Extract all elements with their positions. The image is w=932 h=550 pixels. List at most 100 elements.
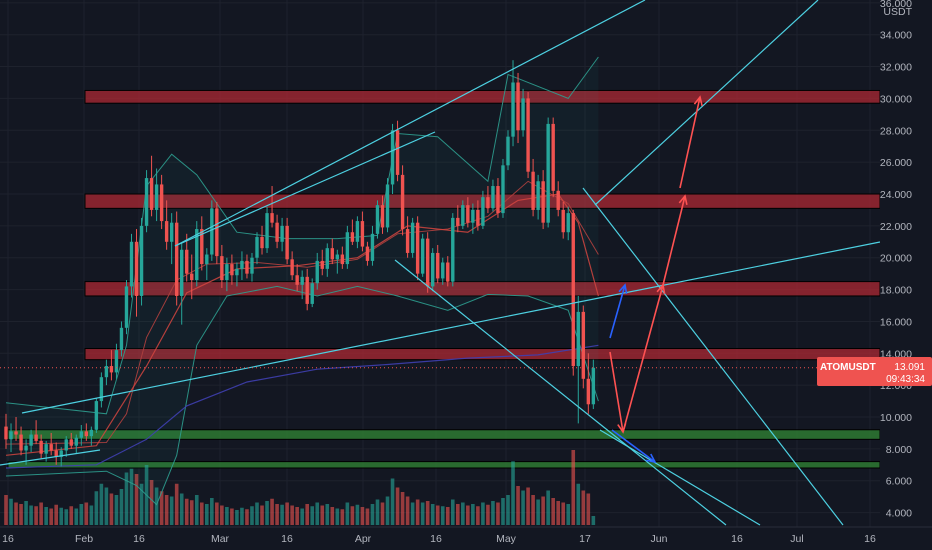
candle-body: [481, 197, 485, 226]
trendlines[interactable]: [0, 0, 881, 526]
candle-body: [476, 209, 480, 226]
candle-body: [265, 213, 269, 249]
volume-bar: [410, 502, 415, 525]
time-tick-label: Mar: [211, 533, 230, 545]
price-tick-label: 4.000: [886, 508, 912, 520]
candle-body: [360, 221, 365, 247]
volume-bar: [270, 498, 274, 525]
volume-bar: [526, 487, 530, 525]
candle-body: [511, 82, 515, 137]
time-tick-label: Jul: [790, 533, 803, 545]
volume-bar: [245, 509, 249, 525]
volume-bar: [164, 495, 169, 525]
descending-line-3: [599, 429, 761, 526]
volume-bar: [395, 487, 400, 525]
time-tick-label: 16: [133, 533, 145, 545]
candle-body: [4, 426, 8, 440]
candle-body: [431, 252, 435, 287]
volume-bar: [335, 508, 340, 525]
volume-bar: [14, 502, 18, 525]
candle-body: [405, 229, 410, 253]
volume-bar: [310, 506, 315, 525]
descending-line-2: [582, 187, 844, 526]
candle-body: [195, 229, 199, 281]
candle-body: [581, 311, 585, 379]
candle-body: [526, 98, 530, 172]
moving-average-long: [5, 344, 599, 469]
volume-bar: [210, 498, 214, 525]
volume-bar: [300, 508, 304, 525]
candle-body: [200, 229, 204, 265]
candle-body: [395, 130, 400, 175]
candle-body: [461, 205, 465, 226]
candle-body: [94, 401, 99, 430]
candle-body: [54, 450, 58, 457]
candle-body: [456, 217, 460, 226]
candle-body: [375, 205, 380, 234]
candle-body: [365, 246, 370, 261]
candle-body: [34, 434, 38, 441]
volume-bar: [159, 491, 164, 525]
candle-body: [29, 434, 33, 446]
volume-bar: [205, 504, 209, 525]
candle-body: [64, 439, 68, 451]
volume-bar: [129, 468, 134, 525]
candle-body: [486, 197, 490, 209]
volume-bar: [29, 505, 33, 525]
candle-body: [305, 276, 309, 304]
price-tick-label: 28.000: [880, 125, 912, 137]
volume-bar: [541, 496, 545, 525]
volume-bar: [174, 483, 179, 525]
volume-bar: [456, 504, 460, 525]
volume-bar: [400, 492, 405, 525]
candle-body: [566, 213, 570, 233]
candle-body: [235, 268, 239, 276]
volume-bar: [551, 498, 555, 525]
volume-bar: [355, 504, 360, 525]
volume-bar: [34, 506, 38, 525]
price-tick-label: 36.000: [880, 0, 912, 10]
volume-bar: [491, 501, 495, 525]
time-tick-label: 16: [731, 533, 743, 545]
volume-bar: [506, 495, 510, 525]
volume-bar: [295, 507, 299, 525]
volume-bar: [405, 496, 410, 525]
volume-bar: [149, 480, 154, 525]
projection-arrow-up-1: [622, 284, 664, 433]
price-tick-label: 30.000: [880, 93, 912, 105]
candle-body: [536, 181, 540, 210]
candle-body: [144, 178, 149, 226]
volume-bar: [49, 508, 53, 525]
volume-bar: [305, 504, 309, 525]
volume-bar: [501, 498, 505, 525]
volume-bar: [561, 502, 566, 525]
volume-bar: [566, 504, 571, 525]
symbol-label: ATOMUSDT: [820, 362, 876, 373]
volume-bar: [99, 483, 104, 525]
projection-arrow-up-3: [679, 96, 701, 189]
candle-body: [109, 366, 114, 373]
volume-bar: [19, 504, 23, 525]
candle-body: [124, 286, 129, 328]
volume-bar: [109, 493, 114, 525]
time-tick-label: May: [496, 533, 517, 545]
volume-bar: [119, 489, 124, 525]
volume-bar: [199, 502, 204, 525]
candle-body: [245, 260, 249, 274]
candle-body: [355, 221, 360, 242]
volume-bar: [24, 501, 28, 525]
candle-body: [210, 208, 214, 255]
volume-bar: [511, 461, 515, 525]
candle-body: [14, 431, 18, 435]
candle-body: [345, 232, 350, 265]
candle-body: [275, 222, 279, 242]
candle-body: [280, 225, 284, 242]
price-tick-label: 22.000: [880, 221, 912, 233]
candle-body: [69, 439, 73, 446]
volume-bar: [59, 507, 64, 525]
volume-bar: [345, 502, 350, 525]
volume-bar: [350, 506, 355, 525]
volume-bar: [9, 498, 13, 525]
volume-bar: [194, 495, 199, 525]
